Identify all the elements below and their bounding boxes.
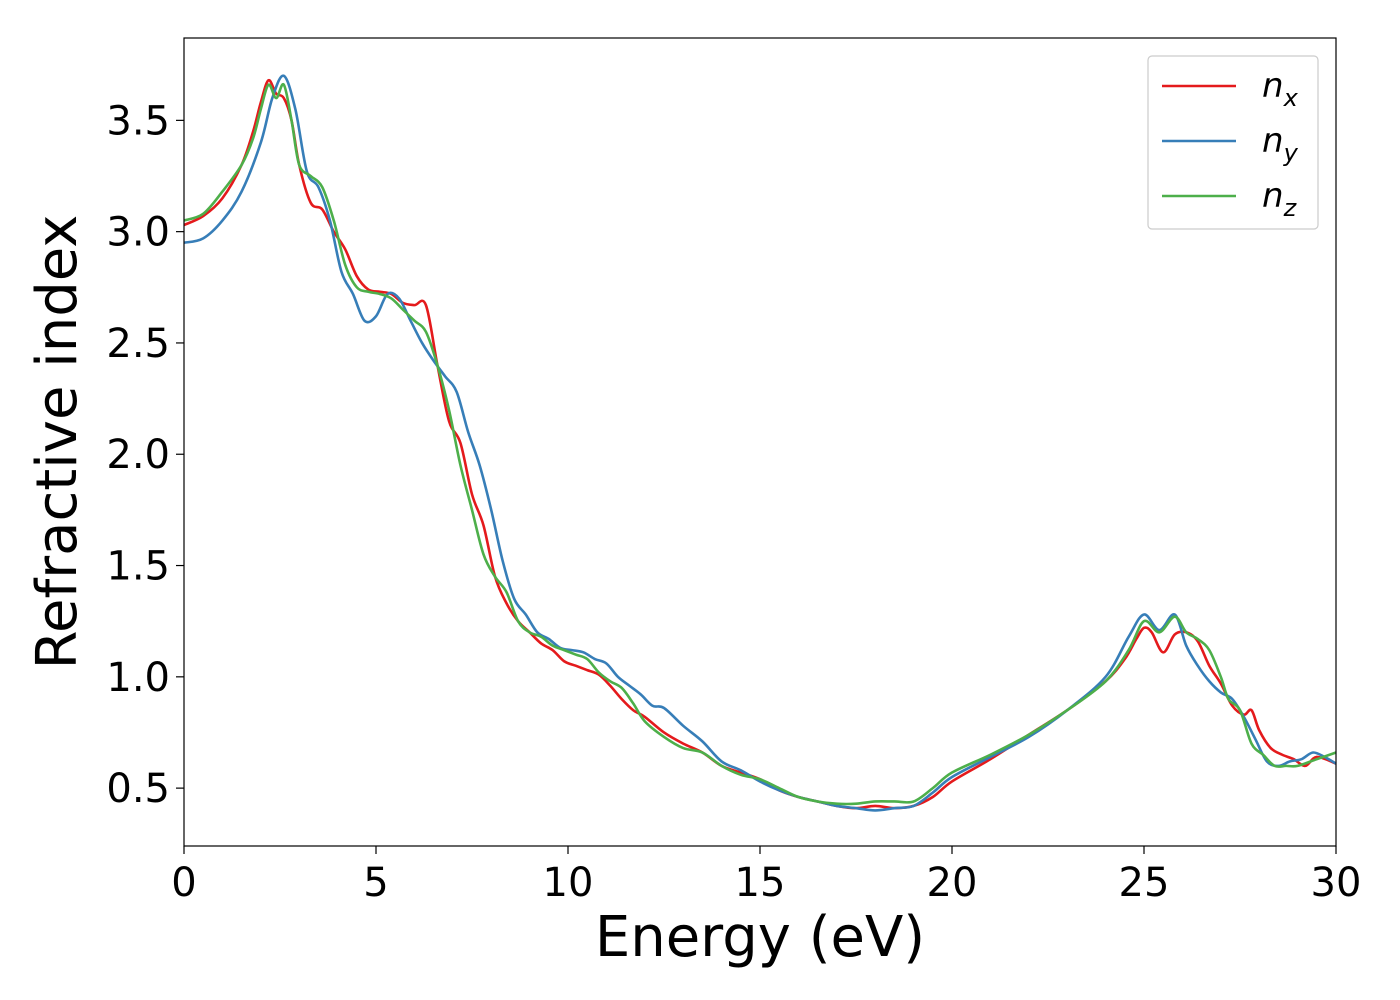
series-layer <box>183 74 1337 812</box>
legend-box <box>1147 55 1319 230</box>
y-tick-label: 2.5 <box>106 321 170 367</box>
series-line-z <box>183 82 1337 806</box>
y-axis-title: Refractive index <box>25 215 90 670</box>
x-axis-title: Energy (eV) <box>595 905 925 970</box>
x-tick-label: 25 <box>1119 860 1170 906</box>
x-tick-label: 0 <box>171 860 196 906</box>
x-tick-label: 30 <box>1311 860 1362 906</box>
plot-area <box>184 38 1336 846</box>
y-tick-label: 1.0 <box>106 655 170 701</box>
x-tick-label: 10 <box>543 860 594 906</box>
y-tick-label: 0.5 <box>106 766 170 812</box>
y-tick-label: 3.5 <box>106 98 170 144</box>
y-axis: 0.5 1.0 1.5 2.0 2.5 3.0 3.5 <box>106 98 184 812</box>
y-tick-label: 2.0 <box>106 432 170 478</box>
series-line-y <box>183 74 1337 812</box>
x-axis: 0 5 10 15 20 25 30 <box>171 846 1361 906</box>
y-tick-label: 3.0 <box>106 210 170 256</box>
x-tick-label: 20 <box>927 860 978 906</box>
x-tick-label: 5 <box>363 860 388 906</box>
x-tick-label: 15 <box>735 860 786 906</box>
y-tick-label: 1.5 <box>106 544 170 590</box>
